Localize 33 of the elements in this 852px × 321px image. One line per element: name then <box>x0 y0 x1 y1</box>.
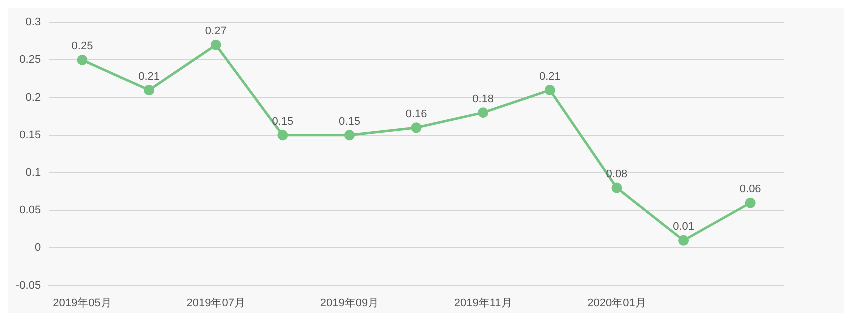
point <box>478 108 489 118</box>
y-tick-label: 0.3 <box>26 16 42 29</box>
data-label: 0.01 <box>673 221 694 234</box>
data-label: 0.25 <box>72 40 94 53</box>
point <box>411 122 422 134</box>
point <box>210 40 222 50</box>
point <box>144 85 155 96</box>
data-label: 0.27 <box>205 26 227 38</box>
data-label: 0.18 <box>472 93 494 106</box>
y-tick-label: 0.25 <box>20 54 42 66</box>
point <box>278 130 288 141</box>
data-label: 0.15 <box>339 116 360 128</box>
y-tick-label: 0 <box>34 242 42 254</box>
point <box>544 85 556 96</box>
data-label: 0.16 <box>406 108 428 120</box>
x-tick-label: 2019年07月 <box>186 297 246 310</box>
y-tick-label: 0.15 <box>20 129 42 142</box>
point <box>344 130 355 141</box>
point <box>77 54 88 66</box>
point <box>678 235 690 246</box>
x-tick-label: 2019年09月 <box>320 297 380 310</box>
y-tick-label: 0.1 <box>26 167 42 180</box>
x-tick-label: 2019年11月 <box>454 297 512 310</box>
x-tick-label: 2019年05月 <box>53 297 112 310</box>
data-label: 0.21 <box>539 70 561 83</box>
point <box>612 182 622 194</box>
x-tick-label: 2020年01月 <box>588 297 646 310</box>
point <box>745 198 756 208</box>
y-tick-label: -0.05 <box>16 280 42 292</box>
y-tick-label: 0.2 <box>26 92 42 104</box>
y-tick-label: 0.05 <box>20 204 42 217</box>
data-label: 0.21 <box>138 70 160 83</box>
data-label: 0.06 <box>740 184 762 196</box>
